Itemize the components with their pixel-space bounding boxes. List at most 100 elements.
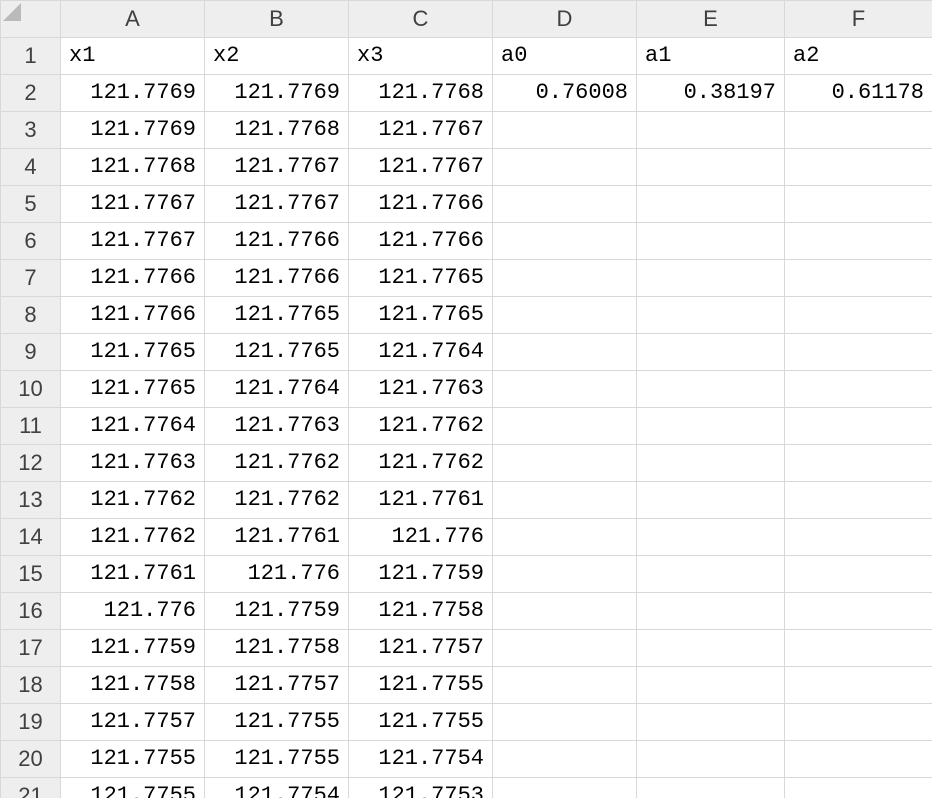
cell-A21[interactable]: 121.7755 (61, 778, 205, 798)
cell-D15[interactable] (493, 556, 637, 593)
cell-B9[interactable]: 121.7765 (205, 334, 349, 371)
cell-F12[interactable] (785, 445, 932, 482)
cell-D6[interactable] (493, 223, 637, 260)
cell-B12[interactable]: 121.7762 (205, 445, 349, 482)
cell-D17[interactable] (493, 630, 637, 667)
cell-A16[interactable]: 121.776 (61, 593, 205, 630)
cell-E11[interactable] (637, 408, 785, 445)
row-header-1[interactable]: 1 (1, 38, 61, 75)
cell-E6[interactable] (637, 223, 785, 260)
cell-E3[interactable] (637, 112, 785, 149)
cell-F6[interactable] (785, 223, 932, 260)
cell-D19[interactable] (493, 704, 637, 741)
cell-C14[interactable]: 121.776 (349, 519, 493, 556)
cell-E7[interactable] (637, 260, 785, 297)
cell-A12[interactable]: 121.7763 (61, 445, 205, 482)
cell-E14[interactable] (637, 519, 785, 556)
cell-B6[interactable]: 121.7766 (205, 223, 349, 260)
column-header-D[interactable]: D (493, 1, 637, 38)
cell-A5[interactable]: 121.7767 (61, 186, 205, 223)
row-header-15[interactable]: 15 (1, 556, 61, 593)
cell-B7[interactable]: 121.7766 (205, 260, 349, 297)
cell-F11[interactable] (785, 408, 932, 445)
cell-B8[interactable]: 121.7765 (205, 297, 349, 334)
cell-F4[interactable] (785, 149, 932, 186)
cell-C10[interactable]: 121.7763 (349, 371, 493, 408)
row-header-19[interactable]: 19 (1, 704, 61, 741)
cell-B15[interactable]: 121.776 (205, 556, 349, 593)
cell-D7[interactable] (493, 260, 637, 297)
cell-A17[interactable]: 121.7759 (61, 630, 205, 667)
cell-A14[interactable]: 121.7762 (61, 519, 205, 556)
cell-F5[interactable] (785, 186, 932, 223)
cell-E10[interactable] (637, 371, 785, 408)
cell-E17[interactable] (637, 630, 785, 667)
cell-A9[interactable]: 121.7765 (61, 334, 205, 371)
cell-F10[interactable] (785, 371, 932, 408)
cell-C19[interactable]: 121.7755 (349, 704, 493, 741)
cell-B5[interactable]: 121.7767 (205, 186, 349, 223)
cell-F18[interactable] (785, 667, 932, 704)
cell-D10[interactable] (493, 371, 637, 408)
cell-B17[interactable]: 121.7758 (205, 630, 349, 667)
cell-F19[interactable] (785, 704, 932, 741)
column-header-E[interactable]: E (637, 1, 785, 38)
cell-E13[interactable] (637, 482, 785, 519)
select-all-corner[interactable] (1, 1, 61, 38)
cell-F3[interactable] (785, 112, 932, 149)
row-header-17[interactable]: 17 (1, 630, 61, 667)
cell-C21[interactable]: 121.7753 (349, 778, 493, 798)
row-header-6[interactable]: 6 (1, 223, 61, 260)
cell-B3[interactable]: 121.7768 (205, 112, 349, 149)
cell-E12[interactable] (637, 445, 785, 482)
cell-D1[interactable]: a0 (493, 38, 637, 75)
cell-E16[interactable] (637, 593, 785, 630)
row-header-5[interactable]: 5 (1, 186, 61, 223)
row-header-8[interactable]: 8 (1, 297, 61, 334)
cell-A8[interactable]: 121.7766 (61, 297, 205, 334)
cell-A2[interactable]: 121.7769 (61, 75, 205, 112)
cell-A20[interactable]: 121.7755 (61, 741, 205, 778)
cell-D12[interactable] (493, 445, 637, 482)
row-header-12[interactable]: 12 (1, 445, 61, 482)
column-header-C[interactable]: C (349, 1, 493, 38)
cell-D20[interactable] (493, 741, 637, 778)
cell-B1[interactable]: x2 (205, 38, 349, 75)
row-header-3[interactable]: 3 (1, 112, 61, 149)
cell-D14[interactable] (493, 519, 637, 556)
cell-F17[interactable] (785, 630, 932, 667)
cell-F20[interactable] (785, 741, 932, 778)
cell-E8[interactable] (637, 297, 785, 334)
cell-E15[interactable] (637, 556, 785, 593)
cell-E20[interactable] (637, 741, 785, 778)
cell-F14[interactable] (785, 519, 932, 556)
cell-C15[interactable]: 121.7759 (349, 556, 493, 593)
cell-E1[interactable]: a1 (637, 38, 785, 75)
cell-C4[interactable]: 121.7767 (349, 149, 493, 186)
cell-E19[interactable] (637, 704, 785, 741)
cell-C17[interactable]: 121.7757 (349, 630, 493, 667)
row-header-14[interactable]: 14 (1, 519, 61, 556)
cell-D8[interactable] (493, 297, 637, 334)
cell-B2[interactable]: 121.7769 (205, 75, 349, 112)
cell-F13[interactable] (785, 482, 932, 519)
cell-C5[interactable]: 121.7766 (349, 186, 493, 223)
cell-B4[interactable]: 121.7767 (205, 149, 349, 186)
cell-F2[interactable]: 0.61178 (785, 75, 932, 112)
cell-A15[interactable]: 121.7761 (61, 556, 205, 593)
cell-A10[interactable]: 121.7765 (61, 371, 205, 408)
row-header-20[interactable]: 20 (1, 741, 61, 778)
cell-A3[interactable]: 121.7769 (61, 112, 205, 149)
cell-C6[interactable]: 121.7766 (349, 223, 493, 260)
cell-E4[interactable] (637, 149, 785, 186)
column-header-B[interactable]: B (205, 1, 349, 38)
column-header-A[interactable]: A (61, 1, 205, 38)
cell-B21[interactable]: 121.7754 (205, 778, 349, 798)
row-header-9[interactable]: 9 (1, 334, 61, 371)
cell-F1[interactable]: a2 (785, 38, 932, 75)
cell-F15[interactable] (785, 556, 932, 593)
row-header-13[interactable]: 13 (1, 482, 61, 519)
cell-D16[interactable] (493, 593, 637, 630)
cell-C9[interactable]: 121.7764 (349, 334, 493, 371)
cell-A18[interactable]: 121.7758 (61, 667, 205, 704)
